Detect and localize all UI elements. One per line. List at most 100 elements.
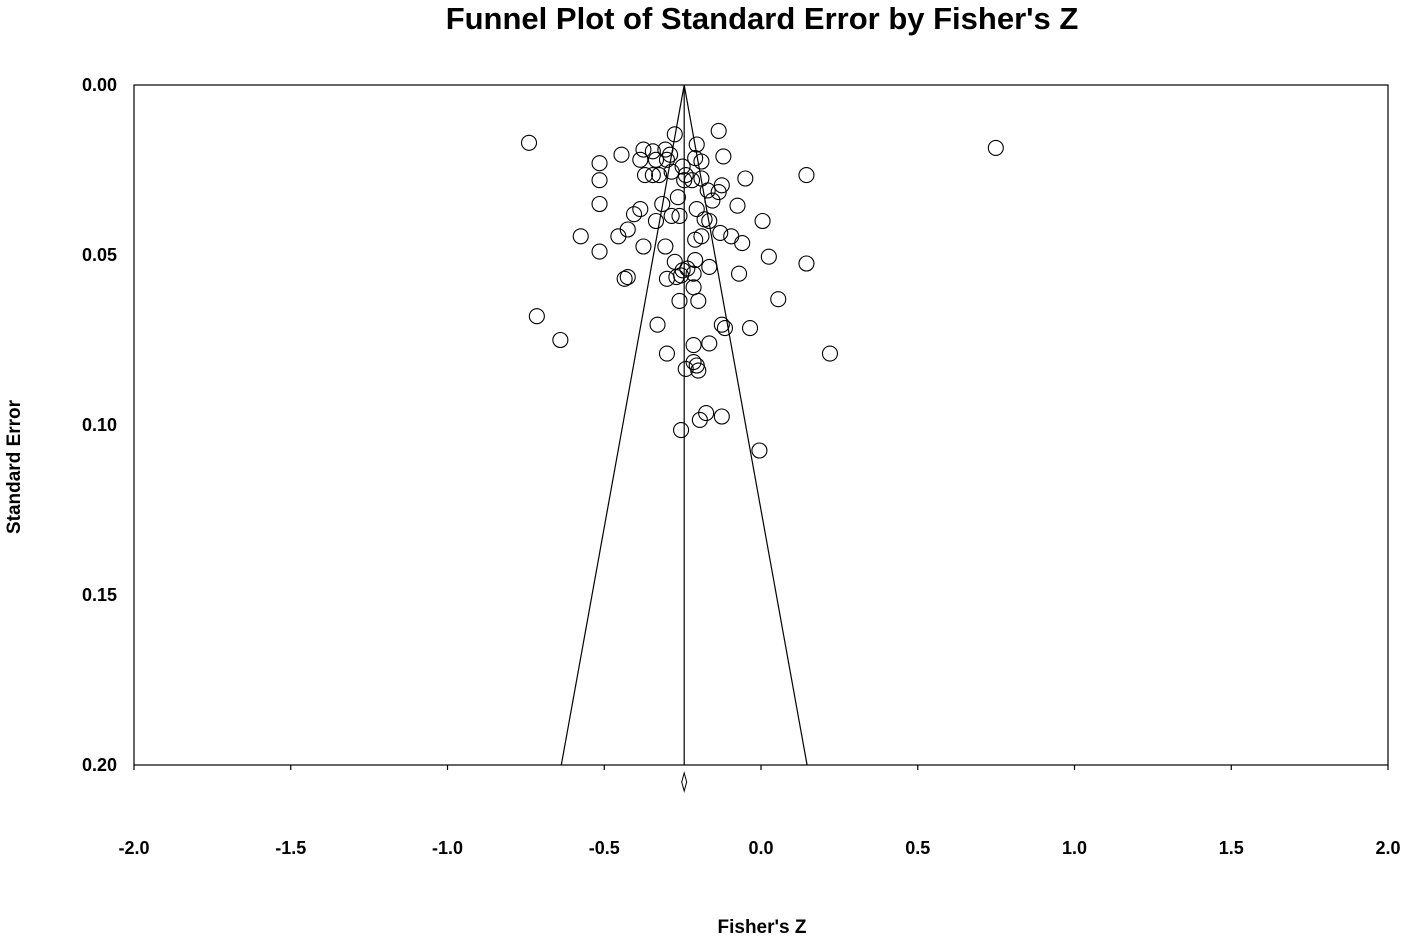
study-point bbox=[591, 155, 608, 172]
study-point bbox=[701, 212, 718, 230]
study-point bbox=[657, 238, 674, 255]
study-point bbox=[658, 151, 676, 168]
study-point bbox=[687, 252, 704, 269]
study-point bbox=[710, 184, 727, 201]
study-point bbox=[632, 201, 649, 218]
study-point bbox=[528, 308, 545, 325]
y-tick-label: 0.20 bbox=[82, 755, 117, 775]
y-tick-label: 0.05 bbox=[82, 245, 117, 265]
study-point bbox=[674, 158, 691, 175]
x-tick-label: -2.0 bbox=[118, 838, 149, 858]
study-point bbox=[671, 292, 688, 309]
study-point bbox=[699, 182, 716, 199]
study-point bbox=[520, 134, 538, 151]
study-point bbox=[644, 143, 661, 160]
study-point bbox=[619, 269, 636, 286]
study-point bbox=[713, 408, 730, 425]
study-point bbox=[666, 126, 683, 143]
x-tick-label: 2.0 bbox=[1375, 838, 1400, 858]
study-point bbox=[723, 228, 740, 245]
study-point bbox=[632, 151, 649, 168]
x-tick-label: 1.0 bbox=[1062, 838, 1087, 858]
study-point bbox=[616, 270, 633, 287]
study-point bbox=[591, 243, 608, 260]
study-point bbox=[715, 148, 732, 165]
study-point bbox=[657, 141, 674, 158]
x-tick-label: 1.5 bbox=[1219, 838, 1244, 858]
study-point bbox=[671, 207, 688, 224]
study-point bbox=[662, 146, 679, 163]
study-point bbox=[663, 207, 680, 224]
x-axis-label: Fisher's Z bbox=[718, 917, 807, 938]
study-point bbox=[625, 206, 643, 223]
x-tick-label: 0.0 bbox=[748, 838, 773, 858]
study-point bbox=[635, 238, 652, 255]
study-point bbox=[987, 139, 1004, 156]
study-point bbox=[798, 255, 815, 272]
study-point bbox=[658, 270, 676, 287]
study-point bbox=[677, 360, 694, 377]
study-point bbox=[636, 167, 654, 184]
study-points bbox=[520, 122, 1004, 459]
study-point bbox=[690, 362, 707, 379]
x-tick-label: 0.5 bbox=[905, 838, 930, 858]
study-point bbox=[712, 224, 729, 241]
study-point bbox=[552, 331, 569, 349]
study-point bbox=[669, 189, 686, 206]
study-point bbox=[654, 195, 671, 213]
x-tick-label: -1.0 bbox=[432, 838, 463, 858]
study-point bbox=[685, 279, 702, 296]
study-point bbox=[701, 258, 718, 275]
study-point bbox=[734, 235, 751, 252]
study-point bbox=[751, 442, 768, 459]
study-point bbox=[698, 405, 715, 422]
study-point bbox=[710, 122, 727, 139]
funnel-lines bbox=[560, 84, 808, 793]
study-point bbox=[713, 177, 730, 194]
study-point bbox=[635, 141, 652, 158]
study-point bbox=[754, 212, 771, 230]
study-point bbox=[613, 146, 630, 163]
x-tick-label: -0.5 bbox=[589, 838, 620, 858]
y-tick-label: 0.10 bbox=[82, 415, 117, 435]
study-point bbox=[770, 291, 787, 308]
study-point bbox=[610, 228, 627, 245]
study-point bbox=[677, 167, 694, 184]
study-point bbox=[690, 292, 707, 309]
study-point bbox=[591, 195, 608, 213]
study-point bbox=[673, 422, 690, 439]
funnel-left-line bbox=[560, 84, 685, 766]
study-point bbox=[716, 320, 733, 337]
chart-title: Funnel Plot of Standard Error by Fisher'… bbox=[446, 1, 1079, 36]
study-point bbox=[731, 265, 748, 282]
study-point bbox=[713, 316, 730, 333]
study-point bbox=[676, 172, 693, 189]
study-point bbox=[651, 167, 668, 184]
study-point bbox=[687, 231, 704, 248]
study-point bbox=[673, 267, 690, 284]
study-point bbox=[701, 335, 718, 352]
funnel-right-line bbox=[683, 84, 808, 766]
plot-area-frame bbox=[133, 84, 1389, 766]
study-point bbox=[704, 192, 721, 209]
study-point bbox=[647, 151, 665, 168]
y-tick-label: 0.00 bbox=[82, 75, 117, 95]
axis-ticks: -2.0 -1.5 -1.0 -0.5 0.0 0.5 1.0 1.5 2.0 0.00 0.05 0… bbox=[82, 75, 1401, 858]
study-point bbox=[572, 228, 589, 245]
y-tick-label: 0.15 bbox=[82, 585, 117, 605]
study-point bbox=[591, 172, 608, 189]
study-point bbox=[821, 345, 839, 362]
study-point bbox=[685, 265, 702, 282]
study-point bbox=[649, 316, 666, 333]
study-point bbox=[688, 357, 705, 374]
study-point bbox=[647, 212, 665, 230]
x-tick-label: -1.5 bbox=[275, 838, 306, 858]
study-point bbox=[729, 197, 746, 214]
study-point bbox=[693, 153, 710, 170]
study-point bbox=[658, 345, 676, 362]
study-point bbox=[683, 172, 701, 189]
summary-diamond bbox=[681, 771, 688, 793]
study-point bbox=[685, 337, 702, 354]
y-axis-label: Standard Error bbox=[4, 399, 25, 534]
